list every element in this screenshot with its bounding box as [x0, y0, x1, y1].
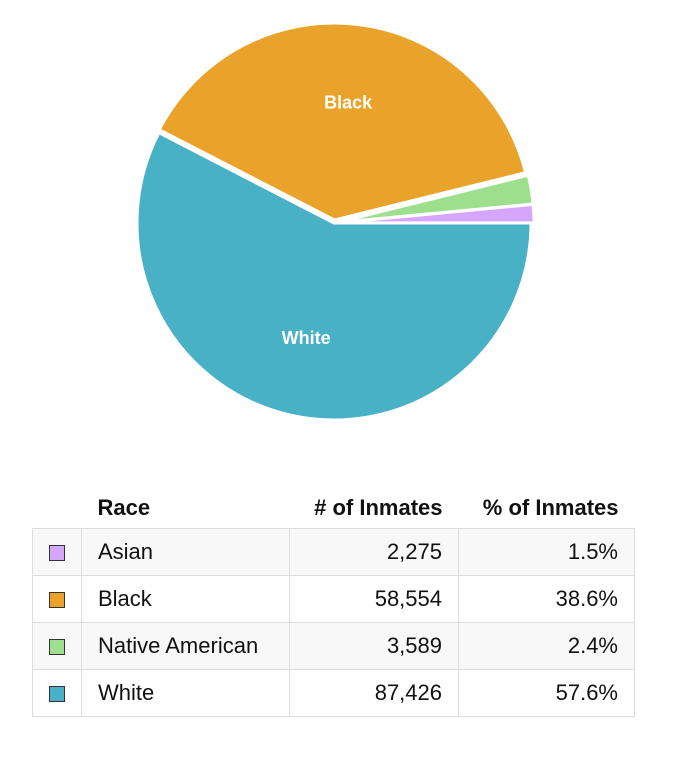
- swatch-header: [33, 488, 82, 529]
- pie-chart: Black White: [135, 21, 536, 422]
- race-cell: Black: [81, 575, 290, 623]
- race-table: Race # of Inmates % of Inmates Asian 2,2…: [32, 488, 635, 717]
- pie-slice-white: [135, 130, 533, 422]
- race-cell: Asian: [81, 528, 290, 576]
- legend-swatch: [49, 592, 65, 609]
- slice-label: Black: [324, 93, 373, 113]
- race-cell: White: [81, 669, 290, 717]
- count-cell: 3,589: [289, 622, 459, 670]
- pie-slice-native-american: [336, 173, 535, 224]
- pct-cell: 1.5%: [458, 528, 635, 576]
- swatch-cell: [32, 528, 82, 576]
- race-cell: Native American: [81, 622, 290, 670]
- table-row: Black 58,554 38.6%: [32, 575, 635, 623]
- swatch-cell: [32, 669, 82, 717]
- count-cell: 58,554: [289, 575, 459, 623]
- slice-label: White: [282, 328, 331, 348]
- pct-header: % of Inmates: [482, 495, 619, 520]
- table-row: White 87,426 57.6%: [32, 669, 635, 717]
- race-header: Race: [97, 495, 151, 520]
- pct-cell: 38.6%: [458, 575, 635, 623]
- legend-swatch: [49, 639, 65, 656]
- swatch-cell: [32, 622, 82, 670]
- table-row: Asian 2,275 1.5%: [32, 528, 635, 576]
- count-header: # of Inmates: [314, 495, 443, 520]
- count-cell: 87,426: [289, 669, 459, 717]
- pie-slice-black: [157, 21, 528, 222]
- table-row: Native American 3,589 2.4%: [32, 622, 635, 670]
- legend-swatch: [49, 545, 65, 562]
- swatch-cell: [32, 575, 82, 623]
- legend-swatch: [49, 686, 65, 703]
- count-cell: 2,275: [289, 528, 459, 576]
- pct-cell: 2.4%: [458, 622, 635, 670]
- pct-cell: 57.6%: [458, 669, 635, 717]
